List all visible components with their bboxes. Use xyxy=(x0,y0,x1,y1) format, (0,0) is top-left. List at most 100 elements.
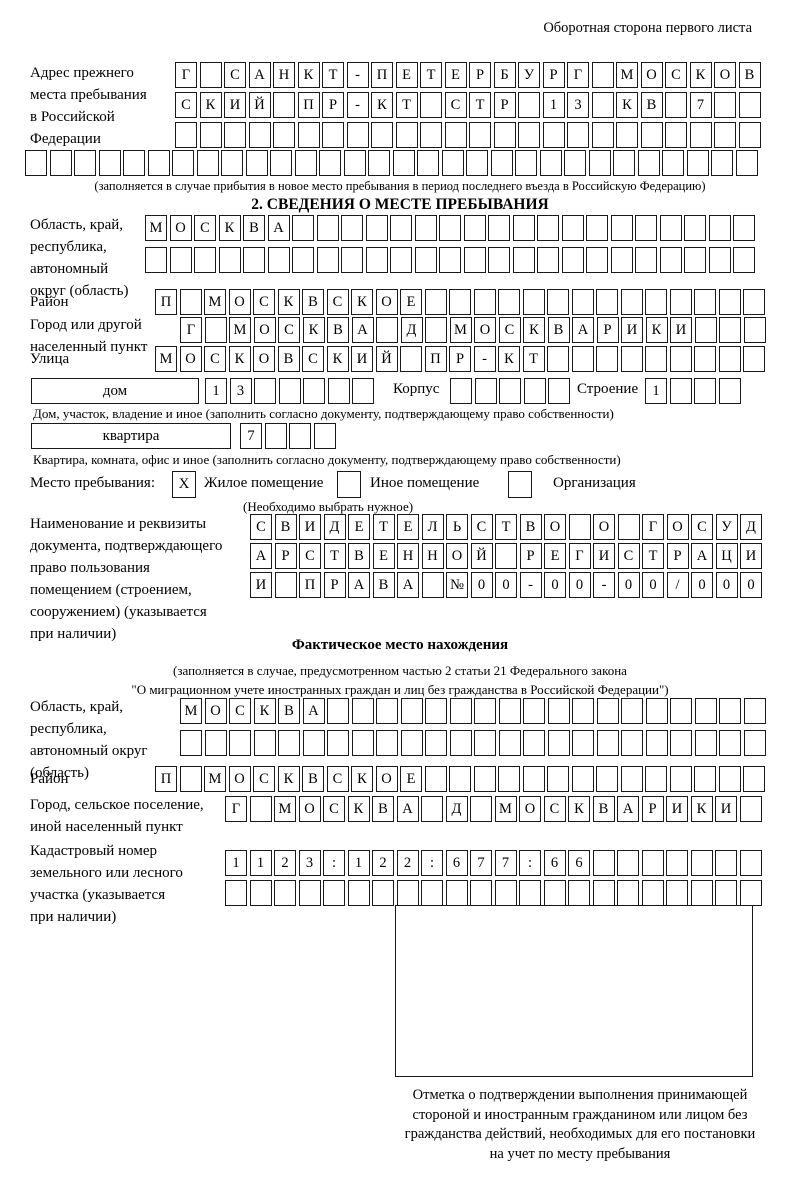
char-box[interactable]: К xyxy=(690,796,713,822)
char-box[interactable]: К xyxy=(523,317,545,343)
char-box[interactable] xyxy=(743,698,766,724)
char-box[interactable]: Е xyxy=(544,543,566,569)
char-box[interactable] xyxy=(571,346,594,372)
char-box[interactable]: П xyxy=(155,289,177,315)
char-box[interactable]: А xyxy=(248,62,271,88)
char-box[interactable] xyxy=(548,378,570,404)
char-box[interactable]: К xyxy=(297,62,320,88)
char-box[interactable]: С xyxy=(224,62,246,88)
char-box[interactable] xyxy=(694,698,717,724)
char-box[interactable]: А xyxy=(691,543,713,569)
char-box[interactable]: А xyxy=(396,796,419,822)
char-box[interactable] xyxy=(297,122,320,148)
char-box[interactable] xyxy=(733,215,755,241)
char-box[interactable]: В xyxy=(547,317,570,343)
char-box[interactable] xyxy=(449,289,471,315)
char-box[interactable] xyxy=(417,150,439,176)
char-box[interactable]: Н xyxy=(397,543,419,569)
char-box[interactable]: 0 xyxy=(740,572,762,598)
char-box[interactable] xyxy=(621,730,643,756)
char-box[interactable] xyxy=(547,289,569,315)
char-box[interactable] xyxy=(498,289,520,315)
char-box[interactable] xyxy=(718,766,741,792)
char-box[interactable] xyxy=(543,880,566,906)
char-box[interactable] xyxy=(376,730,398,756)
char-box[interactable] xyxy=(253,730,276,756)
char-box[interactable] xyxy=(273,122,295,148)
char-box[interactable]: П xyxy=(155,766,177,792)
char-box[interactable] xyxy=(303,378,325,404)
char-box[interactable] xyxy=(421,796,443,822)
char-box[interactable] xyxy=(586,215,608,241)
char-box[interactable]: О xyxy=(375,289,398,315)
char-box[interactable] xyxy=(694,317,717,343)
char-box[interactable] xyxy=(147,150,170,176)
char-box[interactable]: 0 xyxy=(470,572,493,598)
char-box[interactable] xyxy=(421,880,443,906)
char-box[interactable] xyxy=(617,850,639,876)
char-box[interactable]: О xyxy=(179,346,202,372)
char-box[interactable]: М xyxy=(204,289,226,315)
char-box[interactable]: Т xyxy=(395,92,418,118)
char-box[interactable]: П xyxy=(297,92,320,118)
char-box[interactable]: 7 xyxy=(240,423,262,449)
char-box[interactable]: С xyxy=(175,92,197,118)
char-box[interactable]: Е xyxy=(372,543,395,569)
char-box[interactable]: Б xyxy=(493,62,516,88)
char-box[interactable]: Т xyxy=(372,514,395,540)
char-box[interactable]: Е xyxy=(397,514,419,540)
char-box[interactable] xyxy=(368,150,390,176)
char-box[interactable] xyxy=(498,698,521,724)
char-box[interactable] xyxy=(469,122,491,148)
char-box[interactable] xyxy=(670,730,692,756)
char-box[interactable] xyxy=(621,698,643,724)
char-box[interactable]: Г xyxy=(180,317,202,343)
char-box[interactable] xyxy=(735,150,758,176)
char-box[interactable] xyxy=(466,150,488,176)
char-box[interactable] xyxy=(537,247,559,273)
char-box[interactable]: И xyxy=(621,317,643,343)
char-box[interactable]: Ь xyxy=(446,514,468,540)
char-box[interactable]: В xyxy=(302,289,324,315)
char-box[interactable]: Г xyxy=(642,514,664,540)
char-box[interactable] xyxy=(666,850,688,876)
char-box[interactable]: М xyxy=(180,698,202,724)
char-box[interactable]: : xyxy=(421,850,443,876)
char-box[interactable]: К xyxy=(228,346,251,372)
char-box[interactable] xyxy=(659,215,682,241)
char-box[interactable] xyxy=(372,880,394,906)
char-box[interactable] xyxy=(694,378,716,404)
char-box[interactable] xyxy=(414,215,437,241)
apartment-type-box[interactable]: квартира xyxy=(31,423,231,449)
char-box[interactable]: О xyxy=(228,289,251,315)
char-box[interactable] xyxy=(568,880,590,906)
char-box[interactable] xyxy=(613,150,635,176)
char-box[interactable]: М xyxy=(616,62,638,88)
char-box[interactable] xyxy=(123,150,145,176)
char-box[interactable]: М xyxy=(155,346,177,372)
char-box[interactable] xyxy=(620,766,643,792)
char-box[interactable] xyxy=(547,730,570,756)
char-box[interactable]: 1 xyxy=(542,92,565,118)
char-box[interactable] xyxy=(694,766,716,792)
char-box[interactable]: П xyxy=(424,346,447,372)
char-box[interactable] xyxy=(571,766,594,792)
char-box[interactable] xyxy=(463,215,486,241)
char-box[interactable]: Й xyxy=(248,92,271,118)
char-box[interactable]: И xyxy=(250,572,272,598)
char-box[interactable]: В xyxy=(372,572,395,598)
char-box[interactable] xyxy=(739,796,762,822)
char-box[interactable]: О xyxy=(228,766,251,792)
char-box[interactable] xyxy=(635,247,657,273)
char-box[interactable] xyxy=(179,289,202,315)
char-box[interactable]: Р xyxy=(323,572,346,598)
char-box[interactable] xyxy=(596,346,618,372)
char-box[interactable]: О xyxy=(375,766,398,792)
char-box[interactable] xyxy=(715,880,737,906)
checkbox-inoe[interactable] xyxy=(337,471,361,498)
char-box[interactable]: К xyxy=(277,766,300,792)
char-box[interactable] xyxy=(522,766,545,792)
char-box[interactable]: М xyxy=(449,317,472,343)
char-box[interactable]: О xyxy=(714,62,736,88)
char-box[interactable]: 0 xyxy=(691,572,713,598)
